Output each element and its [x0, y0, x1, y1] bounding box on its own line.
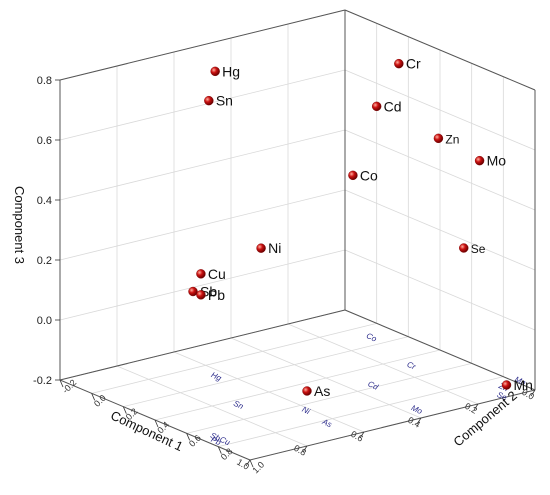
- point-label-ni: Ni: [268, 240, 281, 256]
- point-se: [459, 243, 469, 253]
- y-tick: [249, 459, 254, 468]
- y-tick: [217, 446, 222, 454]
- left-wall-grid-z: [59, 69, 346, 141]
- point-mn: [501, 380, 512, 390]
- floor-label-cu: Cu: [218, 435, 232, 448]
- floor-grid-y: [91, 322, 377, 394]
- floor-label-mo: Mo: [410, 403, 424, 416]
- x-tick: [416, 417, 422, 425]
- floor-label-cd: Cd: [366, 379, 380, 392]
- y-tick-label: 0.0: [92, 393, 108, 409]
- z-tick-label: 0.6: [37, 135, 52, 147]
- right-wall-grid-z: [344, 249, 536, 331]
- x-tick: [359, 431, 365, 439]
- floor-grid-y: [186, 362, 472, 434]
- point-cd: [371, 101, 382, 112]
- z-tick-label: 0.4: [37, 195, 52, 207]
- frame-edge: [344, 309, 536, 391]
- frame-edge: [59, 309, 346, 381]
- floor-grid-y: [218, 376, 504, 448]
- point-label-mn: Mn: [514, 377, 533, 393]
- right-wall-grid-z: [344, 69, 536, 151]
- point-mo: [474, 155, 485, 166]
- point-label-pb: Pb: [208, 287, 225, 303]
- floor-label-mn: Mn: [513, 375, 527, 388]
- y-tick: [122, 406, 127, 414]
- point-label-co: Co: [360, 167, 378, 183]
- y-tick: [59, 379, 64, 388]
- z-tick-label: 0.8: [37, 75, 52, 87]
- point-ni: [256, 243, 266, 253]
- tick-labels: -0.20.00.20.40.60.80.00.20.40.60.81.0-0.…: [33, 75, 536, 475]
- floor-projection-labels: MnZnSeCrCoCdMoHgNiAsSnCuSbPb: [209, 331, 528, 447]
- z-tick-label: -0.2: [33, 375, 52, 387]
- point-label-hg: Hg: [222, 63, 240, 79]
- point-hg: [210, 66, 220, 77]
- floor-grid-y: [154, 349, 441, 421]
- point-cr: [394, 58, 404, 69]
- point-label-cu: Cu: [208, 266, 226, 282]
- floor-label-se: Se: [496, 390, 509, 403]
- right-wall-grid-z: [344, 129, 536, 211]
- left-wall-grid-z: [59, 189, 346, 261]
- frame-edge: [344, 9, 536, 91]
- point-label-se: Se: [471, 242, 486, 256]
- point-zn: [433, 133, 444, 144]
- floor-label-sn: Sn: [232, 399, 245, 412]
- y-tick-label: 1.0: [250, 459, 266, 475]
- floor-label-pb: Pb: [210, 435, 223, 448]
- x-tick: [473, 403, 479, 411]
- grid: [59, 9, 536, 461]
- floor-label-hg: Hg: [210, 370, 224, 383]
- axes-frame: [59, 9, 536, 461]
- point-sn: [204, 95, 214, 106]
- floor-label-cr: Cr: [406, 360, 418, 372]
- point-sb: [188, 286, 198, 297]
- y-tick: [91, 393, 96, 401]
- floor-label-as: As: [320, 417, 333, 430]
- left-wall-grid-z: [59, 249, 346, 321]
- point-co: [348, 170, 358, 181]
- floor-label-co: Co: [365, 331, 379, 344]
- right-wall-grid-z: [344, 189, 536, 271]
- point-label-cr: Cr: [406, 56, 421, 72]
- x-axis-title: Component 1: [108, 408, 185, 455]
- y-tick-label: 0.8: [219, 446, 235, 462]
- floor-label-ni: Ni: [301, 405, 312, 416]
- point-pb: [196, 290, 206, 300]
- point-label-sn: Sn: [216, 93, 233, 109]
- frame-edge: [249, 389, 536, 461]
- x-tick: [530, 389, 536, 397]
- x-tick: [245, 459, 251, 467]
- point-label-cd: Cd: [384, 98, 402, 114]
- left-wall-grid-z: [59, 129, 346, 201]
- y-tick: [186, 433, 191, 441]
- z-axis-title: Component 3: [12, 186, 27, 264]
- point-label-zn: Zn: [445, 132, 459, 146]
- z-tick-label: 0.2: [37, 255, 52, 267]
- point-cu: [196, 269, 206, 279]
- frame-edge: [59, 9, 346, 81]
- point-as: [302, 386, 312, 396]
- floor-label-sb: Sb: [209, 431, 222, 444]
- point-label-as: As: [314, 383, 330, 399]
- x-tick: [302, 445, 308, 453]
- floor-grid-y: [123, 336, 409, 408]
- y-tick: [154, 419, 159, 428]
- point-label-mo: Mo: [487, 153, 507, 169]
- z-tick-label: 0.0: [37, 315, 52, 327]
- y-tick-label: 0.6: [187, 433, 203, 449]
- y-tick-label: -0.2: [60, 377, 78, 395]
